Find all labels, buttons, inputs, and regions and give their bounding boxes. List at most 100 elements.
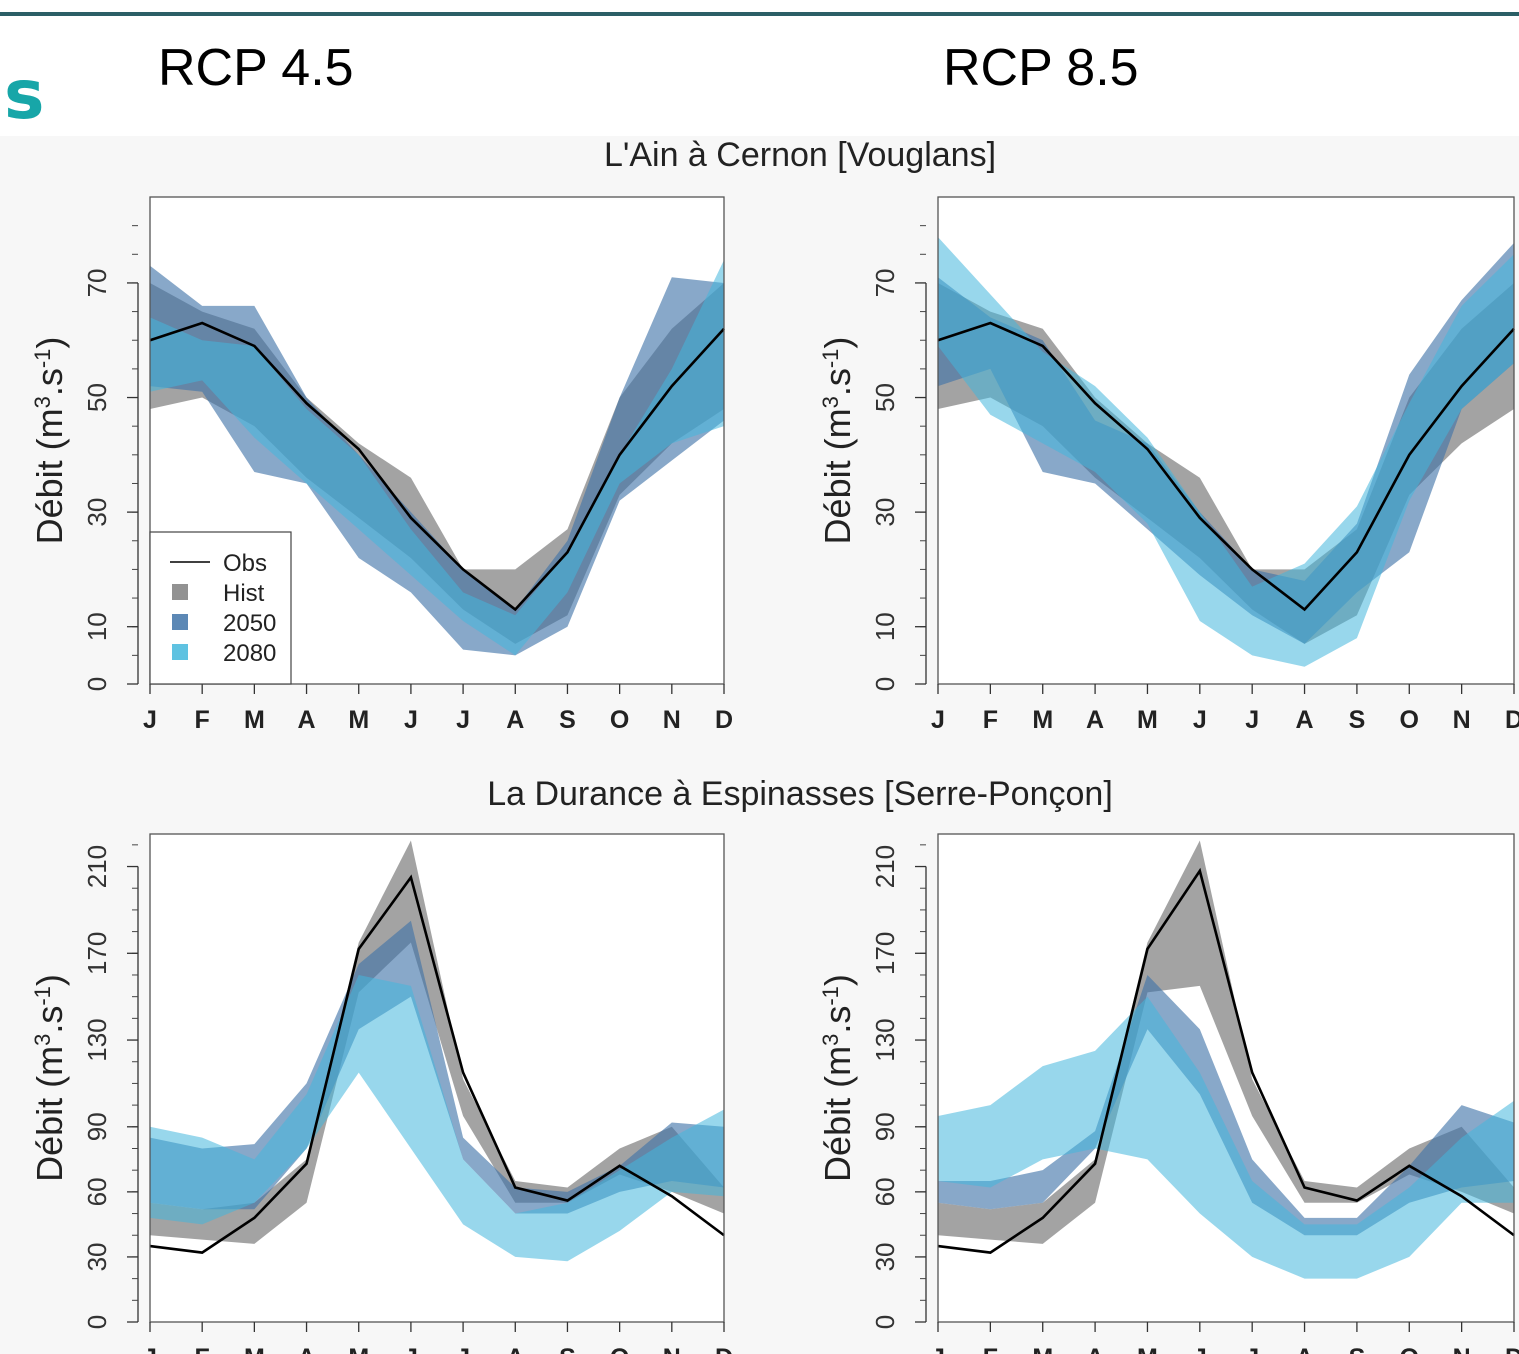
y-axis-label-part: ) bbox=[817, 974, 858, 986]
y-axis-label: Débit (m3.s-1) bbox=[817, 974, 858, 1182]
y-tick-label: 50 bbox=[82, 383, 112, 412]
x-tick-label: A bbox=[1086, 706, 1104, 734]
y-tick-label: 30 bbox=[870, 498, 900, 527]
y-axis-label-part: ) bbox=[29, 337, 70, 349]
line-obs bbox=[937, 867, 1515, 1254]
x-tick-label: O bbox=[1400, 706, 1419, 734]
scenario-label-rcp45: RCP 4.5 bbox=[158, 39, 354, 97]
legend: Obs Hist 2050 2080 bbox=[149, 531, 292, 685]
x-tick-label: A bbox=[1086, 1344, 1104, 1354]
y-tick-label: 10 bbox=[870, 612, 900, 641]
x-tick-label: S bbox=[559, 1344, 576, 1354]
panel-2: 0 10 30 50 70 Débit (m3.s-1) J F M A M J J A S O N D bbox=[817, 196, 1519, 734]
chart-title: La Durance à Espinasses [Serre-Ponçon] bbox=[487, 775, 1113, 813]
x-tick-label: J bbox=[931, 706, 945, 734]
y-tick-label: 10 bbox=[82, 612, 112, 641]
y-tick-label: 210 bbox=[82, 845, 112, 888]
y-tick-label: 210 bbox=[870, 845, 900, 888]
x-tick-label: A bbox=[506, 1344, 524, 1354]
y-tick-label: 30 bbox=[82, 1242, 112, 1271]
y-tick-label: 50 bbox=[870, 383, 900, 412]
y-tick-label: 30 bbox=[870, 1242, 900, 1271]
x-tick-label: M bbox=[1137, 1344, 1158, 1354]
y-tick-label: 170 bbox=[82, 932, 112, 975]
y-tick-label: 0 bbox=[82, 677, 112, 691]
x-tick-label: J bbox=[404, 1344, 418, 1354]
y-tick-label: 90 bbox=[870, 1112, 900, 1141]
y-axis-label-part: .s bbox=[29, 368, 70, 396]
y-axis-label-part: ) bbox=[29, 974, 70, 986]
y-axis-label-part: Débit (m bbox=[817, 1046, 858, 1182]
x-tick-label: M bbox=[1032, 706, 1053, 734]
x-tick-label: O bbox=[610, 706, 629, 734]
y-axis-label-superscript: 3 bbox=[30, 396, 55, 408]
x-tick-label: A bbox=[1296, 706, 1314, 734]
legend-label: 2050 bbox=[223, 610, 276, 637]
x-tick-label: D bbox=[715, 706, 733, 734]
x-tick-label: A bbox=[506, 706, 524, 734]
y-axis-label-part: .s bbox=[817, 368, 858, 396]
plot-frame bbox=[937, 833, 1515, 1323]
band-2080 bbox=[150, 974, 724, 1262]
x-tick-label: N bbox=[1453, 1344, 1471, 1354]
x-tick-label: J bbox=[931, 1344, 945, 1354]
band-2050 bbox=[938, 974, 1514, 1236]
x-tick-label: A bbox=[1296, 1344, 1314, 1354]
y-tick-label: 170 bbox=[870, 932, 900, 975]
y-tick-label: 60 bbox=[82, 1177, 112, 1206]
panel-4: 0 30 60 90 130 170 210 Débit (m3.s-1) J F M A M J J A S O… bbox=[817, 833, 1519, 1354]
y-axis-label-part: .s bbox=[29, 1006, 70, 1034]
y-axis-label-superscript: -1 bbox=[30, 349, 55, 369]
band-2080 bbox=[150, 260, 724, 656]
x-tick-label: F bbox=[195, 1344, 210, 1354]
x-tick-label: M bbox=[348, 706, 369, 734]
y-tick-label: 70 bbox=[82, 268, 112, 297]
x-tick-label: N bbox=[663, 1344, 681, 1354]
y-axis-label-part: Débit (m bbox=[817, 408, 858, 544]
chart-title: L'Ain à Cernon [Vouglans] bbox=[604, 136, 996, 174]
x-tick-label: S bbox=[1349, 706, 1366, 734]
x-tick-label: M bbox=[244, 1344, 265, 1354]
x-tick-label: F bbox=[195, 706, 210, 734]
x-tick-label: M bbox=[1137, 706, 1158, 734]
plot-frame bbox=[937, 196, 1515, 685]
y-tick-label: 0 bbox=[870, 677, 900, 691]
y-axis-label: Débit (m3.s-1) bbox=[817, 337, 858, 545]
y-tick-label: 30 bbox=[82, 498, 112, 527]
x-tick-label: S bbox=[559, 706, 576, 734]
x-tick-label: N bbox=[1453, 706, 1471, 734]
x-tick-label: A bbox=[298, 706, 316, 734]
x-tick-label: F bbox=[983, 706, 998, 734]
x-tick-label: J bbox=[456, 1344, 470, 1354]
x-tick-label: J bbox=[456, 706, 470, 734]
y-tick-label: 130 bbox=[82, 1018, 112, 1061]
y-tick-label: 0 bbox=[870, 1315, 900, 1329]
y-axis-label-superscript: -1 bbox=[30, 986, 55, 1006]
y-tick-label: 90 bbox=[82, 1112, 112, 1141]
y-axis-label-superscript: 3 bbox=[818, 1034, 843, 1046]
line-obs bbox=[937, 321, 1515, 612]
x-tick-label: S bbox=[1349, 1344, 1366, 1354]
band-hist bbox=[938, 840, 1514, 1244]
x-tick-label: J bbox=[143, 706, 157, 734]
x-tick-label: J bbox=[143, 1344, 157, 1354]
x-tick-label: O bbox=[1400, 1344, 1419, 1354]
x-tick-label: D bbox=[715, 1344, 733, 1354]
x-tick-label: J bbox=[1245, 1344, 1259, 1354]
x-tick-label: J bbox=[404, 706, 418, 734]
y-axis-label-part: Débit (m bbox=[29, 408, 70, 544]
y-axis-label: Débit (m3.s-1) bbox=[29, 337, 70, 545]
legend-label: Obs bbox=[223, 550, 267, 577]
y-axis-label-superscript: 3 bbox=[818, 396, 843, 408]
x-tick-label: J bbox=[1193, 706, 1207, 734]
line-obs bbox=[149, 874, 725, 1254]
y-axis-label-part: ) bbox=[817, 337, 858, 349]
y-tick-label: 70 bbox=[870, 268, 900, 297]
legend-swatch-2080 bbox=[172, 644, 188, 660]
legend-swatch-hist bbox=[172, 584, 188, 600]
x-tick-label: M bbox=[1032, 1344, 1053, 1354]
y-axis-label: Débit (m3.s-1) bbox=[29, 974, 70, 1182]
cropped-title-fragment: s bbox=[4, 56, 45, 135]
